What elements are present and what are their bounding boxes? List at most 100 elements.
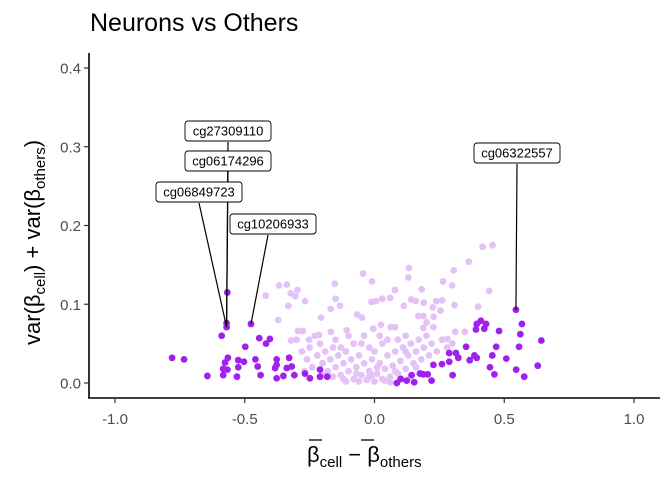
background-point — [402, 332, 410, 340]
background-point — [489, 241, 496, 249]
x-title-beta1: β — [307, 442, 320, 467]
highlight-point — [397, 375, 405, 383]
background-point — [305, 336, 313, 344]
highlight-point — [490, 370, 498, 378]
background-point — [350, 375, 358, 383]
background-point — [331, 280, 339, 288]
background-point — [430, 323, 437, 331]
background-point — [355, 378, 363, 385]
background-point — [343, 326, 351, 334]
background-point — [350, 340, 358, 348]
highlight-point — [240, 358, 248, 366]
background-point — [262, 292, 270, 299]
background-point — [439, 278, 447, 285]
background-point — [433, 348, 441, 355]
background-point — [373, 363, 381, 371]
background-point — [352, 363, 360, 371]
background-point — [448, 340, 456, 348]
annotation-leader-line — [198, 202, 228, 328]
highlight-point — [316, 366, 324, 374]
highlight-point — [316, 373, 324, 381]
background-point — [291, 292, 299, 300]
background-point — [358, 314, 366, 322]
background-point — [391, 323, 399, 331]
background-point — [444, 335, 451, 343]
background-point — [378, 295, 386, 303]
background-point — [412, 348, 420, 355]
highlight-point — [462, 343, 470, 351]
background-point — [332, 336, 339, 344]
background-point — [376, 332, 384, 340]
background-point — [384, 352, 391, 359]
highlight-point — [255, 334, 263, 342]
background-point — [329, 373, 337, 381]
background-point — [284, 302, 292, 310]
background-point — [461, 328, 469, 336]
highlight-point — [408, 371, 416, 379]
background-point — [389, 362, 397, 370]
highlight-point — [428, 377, 435, 385]
highlight-point — [257, 371, 264, 379]
highlight-point — [515, 343, 523, 351]
background-point — [369, 325, 377, 333]
background-point — [321, 348, 329, 355]
highlight-point — [512, 366, 520, 374]
x-title-sub2: others — [380, 454, 422, 471]
background-point — [400, 302, 408, 310]
annotation-label: cg06849723 — [163, 185, 235, 200]
background-point — [451, 328, 459, 336]
highlight-point — [438, 360, 446, 368]
background-point — [443, 344, 451, 351]
highlight-point — [473, 354, 481, 362]
background-point — [324, 367, 332, 375]
background-point — [450, 266, 458, 274]
y-title-post: ) — [20, 140, 45, 147]
background-point — [274, 316, 282, 324]
y-tick-label: 0.2 — [60, 218, 81, 235]
background-point — [316, 340, 324, 348]
highlight-point — [445, 349, 453, 357]
highlight-point — [234, 356, 242, 364]
highlight-point — [466, 356, 474, 364]
background-point — [474, 303, 482, 311]
background-point — [336, 302, 344, 310]
background-point — [329, 344, 337, 351]
background-point — [326, 355, 334, 363]
highlight-point — [223, 366, 231, 374]
highlight-point — [534, 362, 542, 370]
background-point — [402, 365, 410, 373]
background-point — [394, 336, 402, 344]
background-point — [360, 359, 368, 367]
points-layer — [168, 241, 545, 387]
highlight-point — [288, 363, 296, 370]
background-point — [414, 312, 422, 320]
background-point — [327, 305, 335, 313]
x-tick-label: -1.0 — [102, 411, 128, 428]
background-point — [391, 286, 399, 294]
background-point — [342, 348, 350, 355]
highlight-point — [273, 361, 281, 369]
background-point — [425, 352, 433, 359]
highlight-point — [219, 371, 227, 379]
background-point — [353, 311, 361, 318]
highlight-point — [180, 355, 188, 363]
background-point — [293, 336, 301, 344]
highlight-point — [416, 370, 424, 377]
background-point — [347, 355, 355, 363]
annotation-label: cg06174296 — [192, 154, 264, 169]
y-title-sub1: cell — [32, 272, 49, 295]
highlight-point — [168, 354, 176, 362]
highlight-point — [449, 371, 457, 379]
background-point — [404, 274, 412, 281]
chart-title: Neurons vs Others — [90, 9, 298, 37]
background-point — [397, 357, 404, 365]
annotation-leader-line — [515, 163, 518, 310]
highlight-point — [280, 372, 287, 380]
highlight-point — [516, 330, 524, 338]
background-point — [306, 344, 314, 351]
background-point — [275, 281, 283, 289]
highlight-point — [285, 354, 293, 362]
background-point — [368, 278, 376, 285]
y-tick-label: 0.3 — [60, 139, 81, 156]
background-point — [311, 332, 319, 340]
